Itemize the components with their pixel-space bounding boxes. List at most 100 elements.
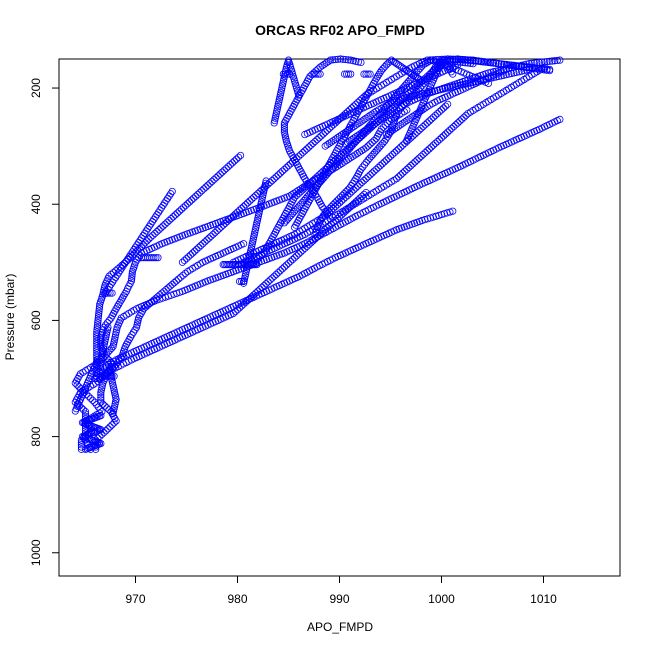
data-point [154, 254, 162, 262]
data-point [297, 188, 305, 196]
data-point [430, 57, 438, 65]
data-point [408, 92, 416, 100]
data-point [307, 178, 315, 186]
data-point [203, 236, 211, 244]
data-point [95, 305, 103, 313]
data-point [103, 404, 111, 412]
data-point [325, 222, 333, 230]
data-point [93, 333, 101, 341]
data-point [403, 93, 411, 101]
data-point [162, 286, 170, 294]
data-point [280, 263, 289, 271]
y-tick-label: 200 [29, 78, 43, 98]
data-point [159, 222, 167, 230]
x-tick-label: 990 [329, 592, 349, 606]
data-point [95, 302, 104, 311]
data-point [97, 393, 105, 401]
data-point [218, 168, 226, 176]
data-point [448, 124, 456, 133]
data-point [168, 187, 176, 196]
data-point [421, 149, 429, 157]
data-point [523, 66, 531, 74]
data-point [342, 188, 350, 196]
data-point [329, 201, 337, 209]
data-point [327, 202, 335, 211]
data-point [525, 60, 533, 68]
data-point [274, 268, 282, 277]
data-point [543, 58, 551, 66]
data-point [307, 141, 315, 149]
data-point [295, 91, 303, 99]
data-point [432, 212, 440, 220]
data-point [182, 255, 191, 263]
data-point [382, 156, 391, 164]
data-point [312, 70, 320, 78]
data-point [268, 274, 276, 282]
data-point [191, 247, 199, 255]
data-point [433, 110, 442, 118]
data-point [106, 372, 114, 380]
data-point [161, 220, 169, 228]
data-point [309, 237, 317, 245]
data-point [556, 56, 564, 64]
data-point [423, 119, 431, 127]
data-point [425, 117, 433, 125]
data-point [193, 245, 201, 253]
data-point [105, 406, 113, 414]
data-point [375, 71, 383, 79]
data-point [540, 66, 548, 74]
data-point [460, 113, 468, 121]
data-point [136, 236, 144, 244]
data-point [197, 241, 205, 250]
data-point [219, 221, 227, 229]
data-point [380, 158, 388, 166]
data-point [329, 204, 337, 213]
data-point [397, 171, 405, 179]
data-point [223, 217, 231, 226]
data-point [295, 250, 303, 258]
data-point [423, 58, 431, 67]
data-point [233, 208, 242, 216]
data-point [427, 143, 435, 151]
data-point [168, 280, 176, 288]
data-point [479, 58, 487, 66]
data-point [403, 165, 411, 173]
data-point [216, 170, 224, 178]
data-point [435, 108, 444, 116]
data-point [173, 209, 181, 217]
data-point [339, 149, 348, 157]
data-point [93, 342, 101, 350]
data-point [149, 231, 157, 239]
data-point [280, 128, 289, 136]
data-point [244, 199, 252, 207]
data-point [335, 195, 343, 203]
data-point [202, 183, 210, 191]
data-point [215, 225, 223, 233]
data-point [333, 197, 341, 205]
data-point [93, 328, 101, 336]
data-point [278, 167, 286, 175]
data-point [293, 252, 301, 260]
data-point [446, 126, 454, 134]
data-point [179, 271, 187, 279]
data-point [326, 56, 334, 64]
data-point [409, 160, 417, 168]
data-point [543, 65, 551, 73]
data-point [346, 189, 354, 198]
data-point [87, 394, 95, 402]
data-point [299, 186, 307, 194]
data-point [306, 72, 314, 81]
data-point [282, 261, 291, 269]
data-point [401, 167, 409, 175]
data-point [379, 123, 387, 131]
data-point [166, 282, 174, 290]
data-point [225, 215, 233, 224]
data-point [120, 292, 128, 300]
data-point [344, 191, 352, 199]
data-point [112, 331, 120, 339]
data-point [214, 172, 222, 180]
data-point [425, 57, 433, 65]
data-point [260, 281, 268, 290]
data-point [108, 372, 116, 380]
